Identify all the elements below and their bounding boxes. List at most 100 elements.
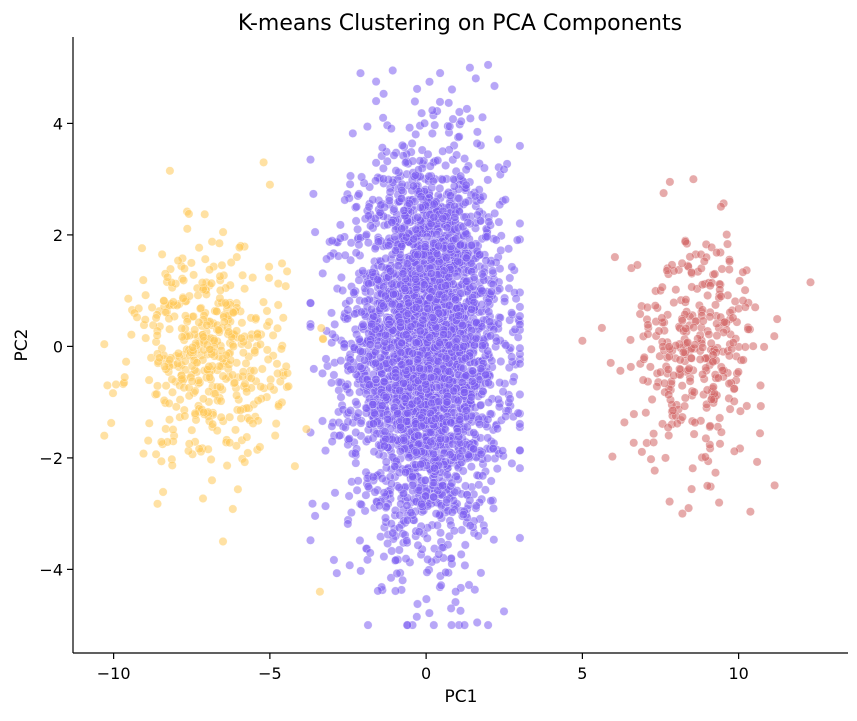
cluster-0-point [462,422,472,432]
cluster-0-point [445,450,455,460]
cluster-0-point [500,296,510,306]
cluster-0-point [415,326,425,336]
cluster-0-point [385,187,395,197]
cluster-0-point [417,499,426,509]
cluster-0-point [473,531,483,541]
cluster-0-point [472,127,482,137]
cluster-1-point [255,442,265,452]
cluster-2-point [703,291,713,300]
cluster-1-point [173,348,183,358]
cluster-2-point [697,280,707,290]
cluster-1-point [273,300,283,310]
cluster-0-point [498,387,508,397]
cluster-0-point [512,235,522,245]
cluster-0-point [371,358,381,368]
cluster-0-point [306,535,315,545]
cluster-2-point [728,338,738,348]
cluster-0-point [483,433,493,443]
cluster-1-point [160,362,170,372]
cluster-0-point [444,375,454,385]
cluster-1-point [205,372,215,382]
cluster-1-point [179,264,189,274]
cluster-0-point [420,118,429,128]
cluster-0-point [327,236,337,246]
cluster-0-point [476,364,486,374]
cluster-1-point [205,265,215,275]
cluster-0-point [515,302,525,312]
cluster-1-point [218,227,228,237]
cluster-0-point [469,272,479,282]
cluster-0-point [379,441,389,451]
cluster-0-point [353,408,363,418]
cluster-0-point [480,485,490,495]
cluster-1-point [248,418,258,428]
cluster-0-point [387,217,397,227]
cluster-1-point [233,484,243,494]
cluster-2-point [677,258,687,268]
cluster-0-point [477,300,487,310]
cluster-1-point [138,275,148,285]
cluster-0-point [362,230,371,240]
cluster-1-point [224,327,234,337]
cluster-1-point [121,357,131,367]
cluster-2-point [716,427,726,437]
cluster-0-point [486,496,496,506]
cluster-0-point [377,474,387,483]
cluster-0-point [468,282,478,291]
cluster-1-point [263,355,273,364]
cluster-2-point [716,202,726,212]
cluster-0-point [401,554,411,564]
cluster-0-point [515,359,525,369]
cluster-0-point [378,113,388,123]
cluster-1-point [178,293,188,303]
cluster-0-point [396,194,406,203]
cluster-0-point [363,238,373,248]
cluster-0-point [327,378,336,388]
cluster-0-point [399,206,409,216]
cluster-0-point [460,540,470,550]
cluster-1-point [215,285,225,295]
cluster-0-point [386,573,396,583]
cluster-0-point [447,620,456,630]
cluster-0-point [386,124,396,134]
cluster-0-point [395,446,405,456]
cluster-0-point [306,298,315,308]
cluster-1-point [186,258,196,268]
cluster-1-point [248,273,258,283]
cluster-0-point [345,560,355,570]
cluster-0-point [430,463,439,473]
cluster-0-point [346,406,355,416]
cluster-1-point [205,344,215,354]
cluster-1-point [242,432,252,442]
cluster-0-point [454,311,464,321]
cluster-0-point [499,164,509,174]
cluster-0-point [462,104,472,114]
cluster-2-point [698,343,708,352]
cluster-0-point [343,305,353,315]
cluster-0-point [469,428,479,438]
cluster-0-point [343,417,353,427]
cluster-2-point [664,431,674,440]
y-tick-label: 4 [53,114,63,133]
cluster-2-point [724,351,734,361]
cluster-0-point [365,287,375,297]
cluster-1-point [206,455,216,464]
cluster-1-point [271,419,281,429]
cluster-0-point [428,478,438,488]
cluster-0-point [458,466,468,476]
x-axis-label: PC1 [445,687,478,707]
cluster-0-point [445,121,455,131]
cluster-2-point [742,401,752,411]
cluster-0-point [355,387,365,397]
cluster-1-point [207,475,217,485]
cluster-1-point [194,243,204,253]
cluster-0-point [388,289,398,299]
cluster-0-point [308,499,317,509]
cluster-2-point [643,320,653,330]
cluster-0-point [411,338,421,348]
cluster-1-point [209,336,219,345]
cluster-1-point [197,278,207,288]
cluster-0-point [336,233,345,243]
cluster-1-point [281,361,291,371]
cluster-0-point [377,262,387,272]
